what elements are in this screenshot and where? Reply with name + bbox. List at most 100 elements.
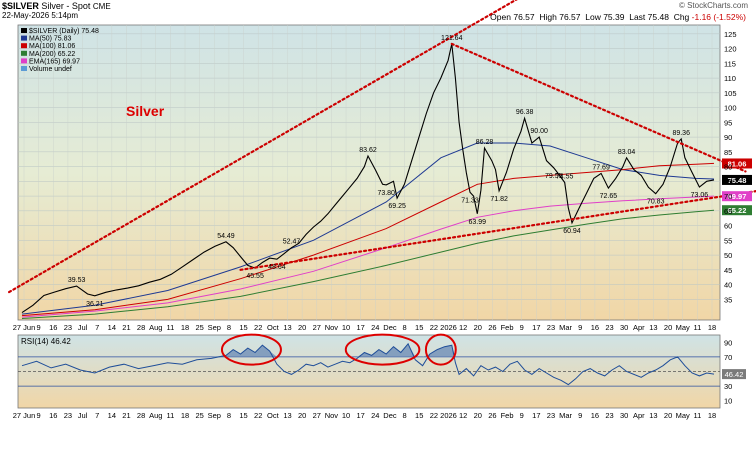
x-tick-label: 8 (403, 323, 407, 332)
value-annotation: 71.82 (490, 196, 508, 203)
price-label: 65.22 (728, 206, 747, 215)
value-annotation: 83.04 (618, 149, 636, 156)
x-tick-label: 2026 (440, 411, 457, 420)
value-annotation: 69.25 (388, 203, 406, 210)
x-tick-label: 28 (137, 323, 145, 332)
x-tick-label: 26 (488, 411, 496, 420)
y-tick-label: 100 (724, 104, 737, 113)
x-tick-label: Apr (633, 411, 645, 420)
chart-header: $SILVER Silver - Spot CME (2, 1, 111, 11)
y-tick-label: 45 (724, 266, 732, 275)
low-value: 75.39 (603, 12, 625, 22)
series-line-ema-165- (21, 195, 715, 318)
x-tick-label: 9 (520, 323, 524, 332)
y-tick-label: 115 (724, 59, 736, 68)
x-tick-label: 27 (313, 411, 321, 420)
x-tick-label: 28 (137, 411, 145, 420)
x-tick-label: 15 (239, 323, 247, 332)
open-value: 76.57 (513, 12, 535, 22)
x-tick-label: Nov (325, 323, 339, 332)
x-tick-label: 15 (415, 323, 423, 332)
value-annotation: 96.38 (516, 109, 534, 116)
x-tick-label: Jul (78, 411, 88, 420)
value-annotation: 45.55 (246, 273, 264, 280)
y-tick-label: 55 (724, 236, 732, 245)
x-tick-label: 13 (649, 411, 657, 420)
y-tick-label: 75 (724, 177, 732, 186)
x-tick-label: 9 (578, 411, 582, 420)
y-tick-label: 50 (724, 251, 732, 260)
price-x-axis: 27 Jun 9 16 23 Jul 7 14 21 28 Aug 11 18 25 Sep 8 15 22 Oc… (13, 323, 716, 332)
x-tick-label: May (676, 411, 690, 420)
x-tick-label: Aug (149, 411, 162, 420)
rsi-highlight-ellipse (220, 333, 282, 366)
low-label: Low (585, 12, 601, 22)
x-tick-label: Dec (383, 323, 397, 332)
legend-entry: Volume undef (29, 66, 72, 73)
x-tick-label: 21 (122, 323, 130, 332)
x-tick-label: 16 (591, 323, 599, 332)
x-tick-label: Dec (383, 411, 397, 420)
price-label-box (722, 174, 752, 185)
y-tick-label: 125 (724, 30, 737, 39)
chg-value: -1.16 (-1.52%) (691, 12, 746, 22)
value-annotation: 70.83 (647, 199, 665, 206)
y-tick-label: 95 (724, 118, 732, 127)
x-tick-label: 13 (649, 323, 657, 332)
legend-swatch (21, 58, 27, 64)
x-tick-label: 2026 (440, 323, 457, 332)
rsi-highlight-ellipse (424, 333, 457, 366)
value-annotation: 86.28 (476, 139, 494, 146)
x-tick-label: 23 (605, 323, 613, 332)
instrument-name: Silver - Spot (41, 1, 91, 11)
y-tick-label: 80 (724, 163, 732, 172)
x-tick-label: 23 (547, 323, 555, 332)
x-tick-label: Feb (501, 411, 514, 420)
rsi-value-box (722, 369, 746, 380)
x-tick-label: 17 (357, 323, 365, 332)
x-tick-label: 18 (708, 411, 716, 420)
x-tick-label: 17 (357, 411, 365, 420)
x-tick-label: 22 (254, 323, 262, 332)
trendline-layer (8, 0, 756, 294)
quote-bar: Open 76.57 High 76.57 Low 75.39 Last 75.… (490, 12, 746, 22)
x-tick-label: Mar (559, 323, 572, 332)
price-label: 75.48 (728, 176, 747, 185)
x-tick-label: Oct (267, 411, 280, 420)
y-tick-label: 35 (724, 295, 732, 304)
value-annotation: 63.99 (468, 219, 486, 226)
x-tick-label: 16 (591, 411, 599, 420)
rsi-series-layer (21, 342, 715, 386)
legend-entry: MA(50) 75.83 (29, 36, 72, 43)
x-tick-label: 15 (415, 411, 423, 420)
y-tick-label: 110 (724, 74, 736, 83)
symbol: $SILVER (2, 1, 39, 11)
legend-swatch (21, 66, 27, 71)
rsi-y-tick-label: 70 (724, 353, 732, 362)
series-line-ma-50- (21, 142, 715, 315)
x-tick-label: 15 (239, 411, 247, 420)
x-tick-label: 20 (298, 323, 306, 332)
x-tick-label: 23 (547, 411, 555, 420)
value-annotation: 79.55 (545, 173, 563, 180)
rsi-highlight-layer (220, 333, 457, 366)
open-label: Open (490, 12, 511, 22)
x-tick-label: 30 (620, 411, 628, 420)
price-annotation-layer: 39.53 36.21 54.49 52.47 45.55 48.64 83.62 73.80… (68, 35, 752, 308)
value-annotation: 54.49 (217, 233, 235, 240)
x-tick-label: 23 (64, 323, 72, 332)
x-tick-label: 17 (532, 323, 540, 332)
x-tick-label: 18 (181, 411, 189, 420)
x-tick-label: 20 (664, 411, 672, 420)
high-value: 76.57 (559, 12, 581, 22)
legend-entry: $SILVER (Daily) 75.48 (29, 28, 99, 35)
x-tick-label: 18 (708, 323, 716, 332)
x-tick-label: 24 (371, 411, 379, 420)
x-tick-label: 16 (49, 411, 57, 420)
price-series-layer (21, 43, 715, 319)
x-tick-label: Mar (559, 411, 572, 420)
price-y-axis: 35 40 45 50 55 60 65 70 75 80 85 90 95 100 105 110 115 12… (724, 30, 737, 305)
x-tick-label: 10 (342, 411, 350, 420)
series-line--silver (21, 43, 715, 314)
value-annotation: 83.62 (359, 147, 377, 154)
